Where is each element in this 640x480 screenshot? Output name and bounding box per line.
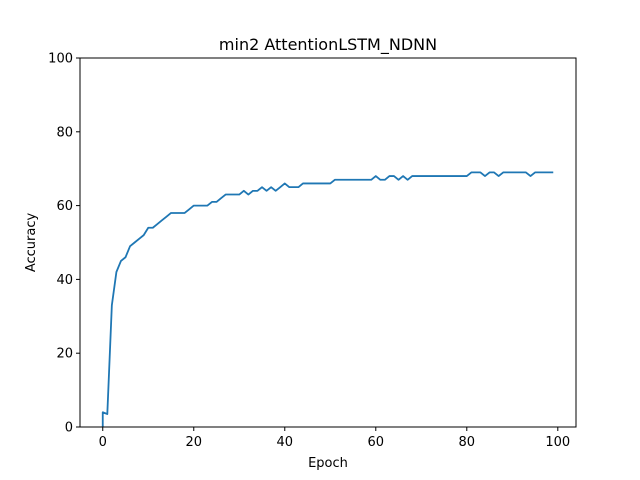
- x-tick-label: 0: [99, 435, 107, 450]
- axes-frame: [80, 58, 576, 427]
- y-tick-label: 60: [56, 199, 73, 214]
- plot-area: [103, 172, 554, 427]
- x-axis-label: Epoch: [308, 456, 348, 471]
- y-tick-label: 40: [56, 273, 73, 288]
- y-axis: 0 20 40 60 80 100: [48, 52, 80, 436]
- x-tick-label: 100: [545, 435, 570, 450]
- chart-title: min2 AttentionLSTM_NDNN: [219, 35, 437, 55]
- y-tick-label: 0: [65, 421, 73, 436]
- y-tick-label: 100: [48, 52, 73, 67]
- y-tick-label: 80: [56, 125, 73, 140]
- x-axis: 0 20 40 60 80 100: [99, 427, 571, 450]
- x-tick-label: 80: [459, 435, 476, 450]
- y-tick-label: 20: [56, 347, 73, 362]
- series-line-accuracy: [103, 172, 554, 427]
- y-axis-label: Accuracy: [24, 213, 39, 273]
- x-tick-label: 60: [368, 435, 385, 450]
- x-tick-label: 20: [185, 435, 202, 450]
- x-tick-label: 40: [276, 435, 293, 450]
